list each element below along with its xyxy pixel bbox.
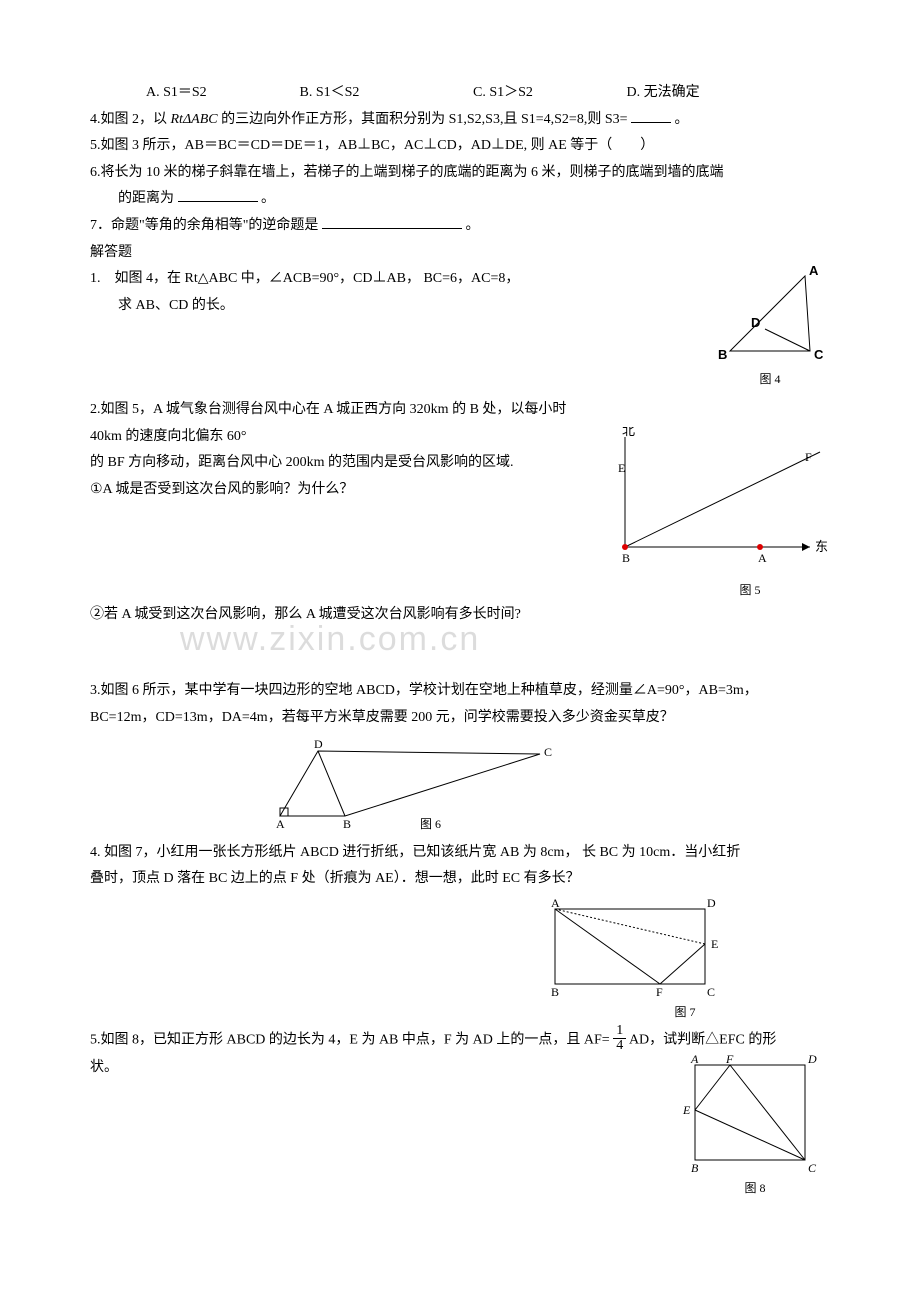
svg-text:C: C (544, 745, 552, 759)
q4-end: 。 (675, 112, 689, 127)
p3-l2: BC=12m，CD=13m，DA=4m，若每平方米草皮需要 200 元，问学校需… (90, 705, 830, 732)
svg-text:E: E (682, 1103, 691, 1117)
svg-text:B: B (551, 985, 559, 999)
figure-4-caption: 图 4 (710, 368, 830, 391)
p5-l1-post: AD，试判断△EFC 的形 (629, 1032, 776, 1047)
svg-text:B: B (718, 347, 727, 362)
svg-text:B: B (691, 1161, 699, 1175)
svg-text:C: C (814, 347, 824, 362)
q6-line1: 6.将长为 10 米的梯子斜靠在墙上，若梯子的上端到梯子的底端的距离为 6 米，… (90, 160, 830, 187)
opt-a: A. S1＝S2 (118, 80, 268, 107)
opt-d: D. 无法确定 (599, 80, 700, 107)
p5-l1: 5.如图 8，已知正方形 ABCD 的边长为 4，E 为 AB 中点，F 为 A… (90, 1026, 830, 1055)
p2-l4: ②若 A 城受到这次台风影响，那么 A 城遭受这次台风影响有多长时间? (90, 607, 521, 622)
p2-l3: ①A 城是否受到这次台风的影响？为什么？ (90, 477, 830, 504)
q7-line: 7．命题"等角的余角相等"的逆命题是 。 (90, 213, 830, 240)
svg-text:F: F (656, 985, 663, 999)
q5-line: 5.如图 3 所示，AB＝BC＝CD＝DE＝1，AB⊥BC，AC⊥CD，AD⊥D… (90, 133, 830, 160)
svg-text:A: A (758, 551, 767, 565)
p2-l1: 2.如图 5，A 城气象台测得台风中心在 A 城正西方向 320km 的 B 处… (90, 397, 830, 450)
opt-c: C. S1＞S2 (445, 80, 595, 107)
q6-l2-post: 。 (261, 191, 275, 206)
opt-b: B. S1＜S2 (272, 80, 442, 107)
svg-text:A: A (276, 817, 285, 831)
p1-line2: 求 AB、CD 的长。 (90, 293, 830, 320)
q3-options-row: A. S1＝S2 B. S1＜S2 C. S1＞S2 D. 无法确定 (90, 80, 830, 107)
svg-text:图 6: 图 6 (420, 817, 441, 831)
figure-7-caption: 图 7 (540, 1001, 830, 1024)
p1-line1: 1. 如图 4，在 Rt△ABC 中，∠ACB=90°，CD⊥AB， BC=6，… (90, 266, 830, 293)
svg-text:B: B (343, 817, 351, 831)
frac-num: 1 (613, 1024, 626, 1039)
q7-blank[interactable] (322, 228, 462, 229)
svg-text:C: C (707, 985, 715, 999)
q6-l2-pre: 的距离为 (118, 191, 174, 206)
p2-l2: 的 BF 方向移动，距离台风中心 200km 的范围内是受台风影响的区域. (90, 450, 830, 477)
figure-5-caption: 图 5 (610, 579, 830, 602)
q4-pre: 4.如图 2，以 (90, 112, 171, 127)
figure-7: A D B C E F 图 7 (540, 899, 830, 1024)
p5-l2: 状。 (90, 1055, 830, 1082)
frac-den: 4 (613, 1039, 626, 1053)
section-title: 解答题 (90, 240, 830, 267)
svg-text:D: D (707, 899, 716, 910)
svg-text:东: 东 (815, 539, 828, 554)
q4-italic: RtΔABC (171, 112, 218, 127)
svg-text:B: B (622, 551, 630, 565)
q6-blank[interactable] (178, 201, 258, 202)
svg-text:C: C (808, 1161, 817, 1175)
figure-8-caption: 图 8 (680, 1177, 830, 1200)
q4-post: 的三边向外作正方形，其面积分别为 S1,S2,S3,且 S1=4,S2=8,则 … (221, 112, 631, 127)
q6-line2: 的距离为 。 (90, 186, 830, 213)
svg-text:D: D (314, 737, 323, 751)
q7-post: 。 (465, 218, 479, 233)
p4-l2: 叠时，顶点 D 落在 BC 边上的点 F 处（折痕为 AE）．想一想，此时 EC… (90, 866, 830, 893)
svg-text:E: E (711, 937, 718, 951)
p2-l4-row: ②若 A 城受到这次台风影响，那么 A 城遭受这次台风影响有多长时间? www.… (90, 602, 830, 629)
q4-blank[interactable] (631, 122, 671, 123)
figure-6: D C A B 图 6 (270, 736, 830, 836)
p5-l1-pre: 5.如图 8，已知正方形 ABCD 的边长为 4，E 为 AB 中点，F 为 A… (90, 1032, 613, 1047)
p3-l1: 3.如图 6 所示，某中学有一块四边形的空地 ABCD，学校计划在空地上种植草皮… (90, 678, 830, 705)
svg-text:A: A (551, 899, 560, 910)
q7-pre: 7．命题"等角的余角相等"的逆命题是 (90, 218, 318, 233)
q4-line: 4.如图 2，以 RtΔABC 的三边向外作正方形，其面积分别为 S1,S2,S… (90, 107, 830, 134)
p4-l1: 4. 如图 7，小红用一张长方形纸片 ABCD 进行折纸，已知该纸片宽 AB 为… (90, 840, 830, 867)
